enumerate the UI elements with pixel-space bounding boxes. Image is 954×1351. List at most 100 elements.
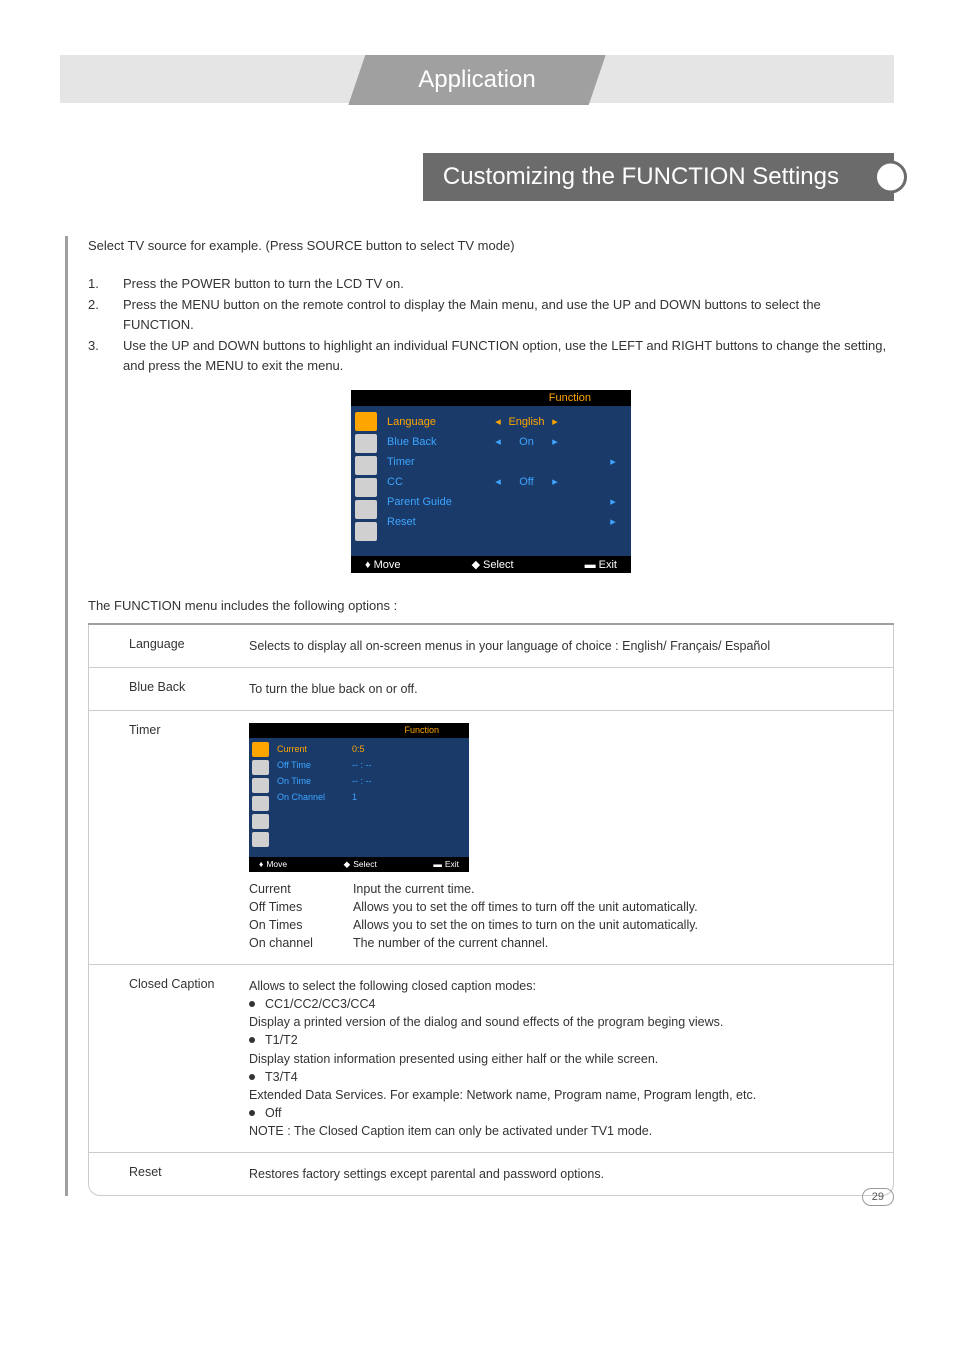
- def-key: Current: [249, 880, 313, 898]
- osd-row: Timer▸: [387, 452, 631, 471]
- osd-row: Current0:5: [277, 742, 469, 757]
- step-item: 3.Use the UP and DOWN buttons to highlig…: [88, 336, 894, 375]
- def-val: The number of the current channel.: [353, 934, 873, 952]
- option-label: Language: [89, 625, 244, 667]
- step-item: 1.Press the POWER button to turn the LCD…: [88, 274, 894, 294]
- content-area: Select TV source for example. (Press SOU…: [65, 236, 894, 1196]
- osd-row: On Time-- : --: [277, 774, 469, 789]
- step-number: 3.: [88, 336, 123, 375]
- step-item: 2.Press the MENU button on the remote co…: [88, 295, 894, 334]
- osd-function-menu: Function Language◂English▸ Blue Back◂On▸…: [351, 390, 631, 573]
- right-arrow-icon: ▸: [607, 495, 619, 508]
- step-number: 1.: [88, 274, 123, 294]
- osd-title: Function: [351, 390, 631, 406]
- osd-row: Blue Back◂On▸: [387, 432, 631, 451]
- options-table: Language Selects to display all on-scree…: [88, 625, 894, 1196]
- menu-icon: [252, 760, 269, 775]
- timer-definitions: Current Off Times On Times On channel In…: [249, 880, 873, 953]
- def-val: Allows you to set the on times to turn o…: [353, 916, 873, 934]
- bullet-item: CC1/CC2/CC3/CC4: [249, 995, 873, 1013]
- menu-icon: [355, 412, 377, 431]
- def-key: On Times: [249, 916, 313, 934]
- footer-exit: ▬ Exit: [433, 858, 459, 870]
- intro-text: Select TV source for example. (Press SOU…: [88, 236, 894, 256]
- osd-rows: Language◂English▸ Blue Back◂On▸ Timer▸ C…: [381, 412, 631, 541]
- option-row: Closed Caption Allows to select the foll…: [89, 965, 893, 1153]
- option-label: Timer: [89, 711, 244, 964]
- option-row: Timer Function: [89, 711, 893, 965]
- option-row: Blue Back To turn the blue back on or of…: [89, 668, 893, 711]
- menu-icon: [252, 832, 269, 847]
- def-val: Input the current time.: [353, 880, 873, 898]
- option-desc: Selects to display all on-screen menus i…: [244, 625, 893, 667]
- osd-row: Language◂English▸: [387, 412, 631, 431]
- step-list: 1.Press the POWER button to turn the LCD…: [88, 274, 894, 376]
- def-val: Allows you to set the off times to turn …: [353, 898, 873, 916]
- bullet-item: T3/T4: [249, 1068, 873, 1086]
- right-arrow-icon: ▸: [549, 415, 561, 428]
- footer-select: ◆ Select: [472, 558, 514, 571]
- step-text: Use the UP and DOWN buttons to highlight…: [123, 336, 894, 375]
- cc-line: Display a printed version of the dialog …: [249, 1013, 873, 1031]
- menu-icon: [355, 522, 377, 541]
- right-arrow-icon: ▸: [607, 515, 619, 528]
- option-row: Language Selects to display all on-scree…: [89, 625, 893, 668]
- menu-icon: [252, 742, 269, 757]
- section-title-ornament: [874, 161, 907, 194]
- osd-footer: ♦ Move ◆ Select ▬ Exit: [351, 556, 631, 573]
- osd-footer: ♦ Move ◆ Select ▬ Exit: [249, 857, 469, 871]
- menu-icon: [252, 778, 269, 793]
- cc-note: NOTE : The Closed Caption item can only …: [249, 1122, 873, 1140]
- footer-move: ♦ Move: [365, 558, 401, 571]
- section-title-wrap: Customizing the FUNCTION Settings: [60, 153, 894, 201]
- right-arrow-icon: ▸: [549, 475, 561, 488]
- def-key: On channel: [249, 934, 313, 952]
- footer-move: ♦ Move: [259, 858, 287, 870]
- left-arrow-icon: ◂: [492, 415, 504, 428]
- left-arrow-icon: ◂: [492, 435, 504, 448]
- option-label: Closed Caption: [89, 965, 244, 1152]
- breadcrumb: Application: [348, 55, 605, 105]
- bullet-item: Off: [249, 1104, 873, 1122]
- menu-icon: [355, 456, 377, 475]
- option-row: Reset Restores factory settings except p…: [89, 1153, 893, 1195]
- cc-line: Display station information presented us…: [249, 1050, 873, 1068]
- osd-rows: Current0:5 Off Time-- : -- On Time-- : -…: [273, 742, 469, 847]
- options-intro: The FUNCTION menu includes the following…: [88, 598, 894, 613]
- bullet-icon: [249, 1001, 255, 1007]
- step-text: Press the MENU button on the remote cont…: [123, 295, 894, 334]
- menu-icon: [355, 434, 377, 453]
- right-arrow-icon: ▸: [607, 455, 619, 468]
- osd-row: Parent Guide▸: [387, 492, 631, 511]
- cc-line: Extended Data Services. For example: Net…: [249, 1086, 873, 1104]
- option-label: Reset: [89, 1153, 244, 1195]
- option-desc: Allows to select the following closed ca…: [244, 965, 893, 1152]
- menu-icon: [252, 814, 269, 829]
- osd-icon-strip: [351, 412, 381, 541]
- osd-row: Reset▸: [387, 512, 631, 531]
- def-key: Off Times: [249, 898, 313, 916]
- page-header: Application: [60, 55, 894, 103]
- option-desc: Restores factory settings except parenta…: [244, 1153, 893, 1195]
- osd-icon-strip: [249, 742, 273, 847]
- section-title: Customizing the FUNCTION Settings: [423, 153, 894, 201]
- bullet-item: T1/T2: [249, 1031, 873, 1049]
- option-label: Blue Back: [89, 668, 244, 710]
- bullet-icon: [249, 1037, 255, 1043]
- cc-intro: Allows to select the following closed ca…: [249, 977, 873, 995]
- step-number: 2.: [88, 295, 123, 334]
- osd-timer-menu: Function Current0:5: [249, 723, 469, 871]
- right-arrow-icon: ▸: [549, 435, 561, 448]
- osd-row: On Channel1: [277, 790, 469, 805]
- left-arrow-icon: ◂: [492, 475, 504, 488]
- osd-row: Off Time-- : --: [277, 758, 469, 773]
- option-desc: To turn the blue back on or off.: [244, 668, 893, 710]
- footer-exit: ▬ Exit: [585, 558, 617, 571]
- osd-title: Function: [249, 723, 469, 738]
- menu-icon: [355, 478, 377, 497]
- page: Application Customizing the FUNCTION Set…: [0, 0, 954, 1226]
- menu-icon: [355, 500, 377, 519]
- bullet-icon: [249, 1110, 255, 1116]
- step-text: Press the POWER button to turn the LCD T…: [123, 274, 404, 294]
- footer-select: ◆ Select: [344, 858, 377, 870]
